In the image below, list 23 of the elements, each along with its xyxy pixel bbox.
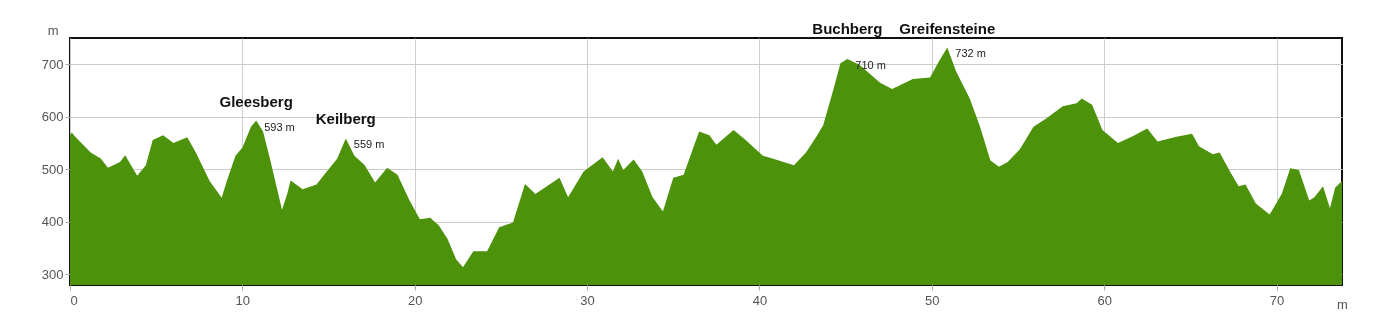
y-tick-label: 600 (41, 109, 64, 125)
annotation: 732 m (955, 47, 986, 60)
y-axis-title: m (47, 22, 59, 38)
x-tick-label: 10 (235, 292, 251, 308)
annotation: Buchberg (812, 20, 883, 37)
y-tick-label: 300 (41, 266, 64, 282)
x-tick-label: 50 (925, 292, 940, 308)
x-tick-label: 70 (1269, 292, 1285, 308)
annotation: 593 m (264, 120, 295, 133)
x-tick-label: 60 (1097, 292, 1112, 308)
x-tick-label: 0 (70, 292, 78, 308)
y-tick-label: 500 (41, 161, 64, 177)
x-tick-label: 30 (580, 292, 595, 308)
y-tick-label: 700 (41, 56, 64, 72)
y-tick-label: 400 (41, 214, 64, 230)
annotation: Keilberg (315, 110, 376, 128)
x-tick-label: 40 (752, 292, 768, 308)
annotation: 559 m (353, 138, 385, 151)
annotation: Gleesberg (219, 92, 293, 110)
x-tick-label: 20 (407, 292, 423, 308)
annotation: 710 m (855, 59, 886, 72)
x-axis-title: m (1337, 296, 1348, 312)
annotation: Greifensteine (899, 20, 996, 37)
